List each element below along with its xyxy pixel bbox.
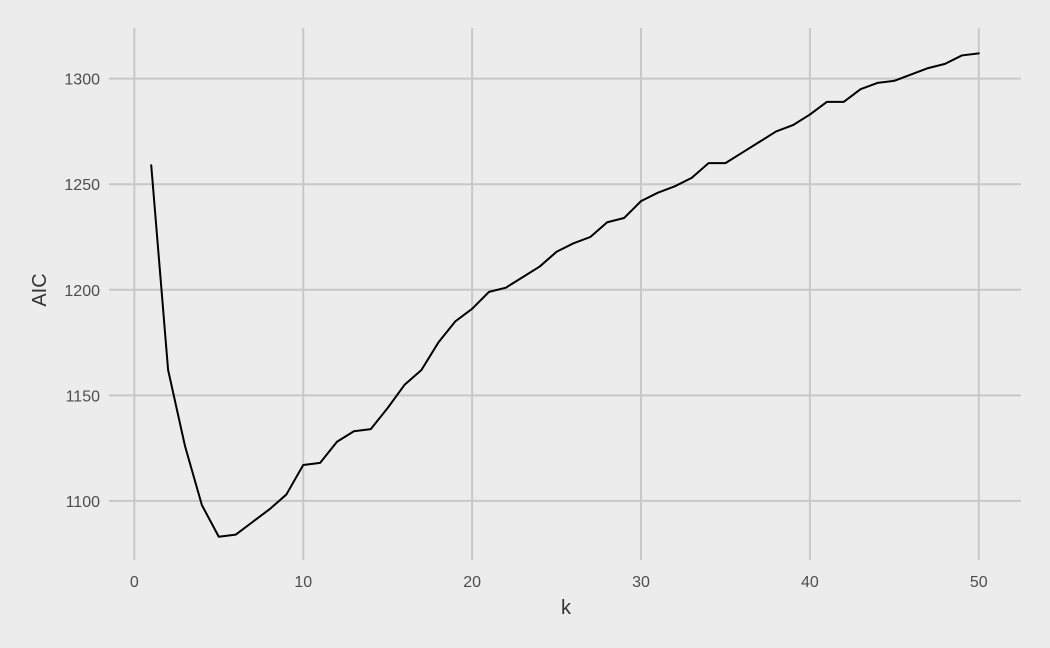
grid-layer — [109, 28, 1021, 560]
y-tick-label: 1200 — [64, 283, 100, 300]
tick-label-layer: 0 10 20 30 40 50 1100 1150 1200 1250 1300 — [64, 72, 987, 591]
aic-series-line — [150, 52, 980, 538]
x-tick-label: 20 — [463, 574, 481, 591]
x-axis-title: k — [561, 597, 572, 619]
x-tick-label: 50 — [970, 574, 988, 591]
y-tick-label: 1150 — [66, 388, 101, 405]
y-tick-label: 1300 — [64, 72, 100, 89]
x-tick-label: 0 — [130, 574, 139, 591]
x-tick-label: 40 — [801, 574, 819, 591]
y-axis-title: AIC — [29, 273, 51, 306]
y-tick-label: 1100 — [66, 494, 101, 511]
x-tick-label: 30 — [632, 574, 650, 591]
series-layer — [150, 52, 980, 538]
y-tick-label: 1250 — [64, 177, 100, 194]
x-tick-label: 10 — [294, 574, 312, 591]
